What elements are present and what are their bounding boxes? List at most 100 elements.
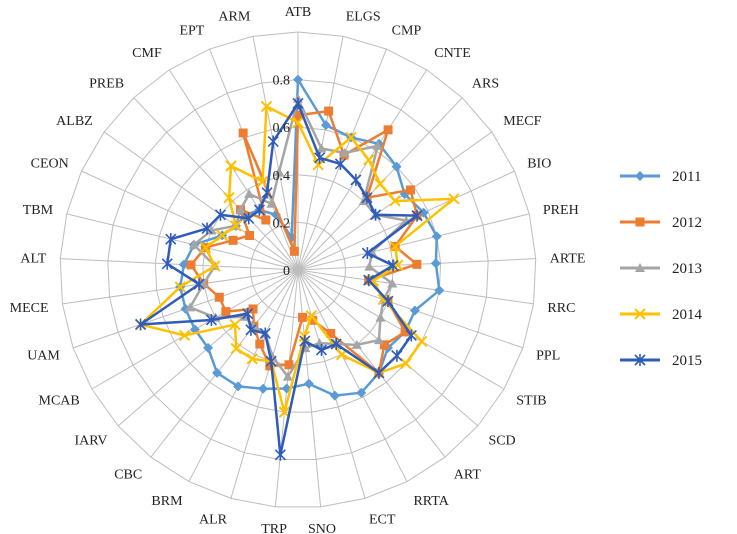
point-2015-BIO: [411, 209, 423, 222]
category-label-TRP: TRP: [261, 522, 287, 534]
legend-item-2014: 2014: [620, 307, 703, 323]
point-2014-ALT: [209, 260, 221, 272]
category-label-MECF: MECF: [503, 114, 541, 129]
category-label-CNTE: CNTE: [434, 46, 471, 61]
point-2015-PPL: [382, 295, 394, 308]
grid-ring-0: [249, 221, 347, 318]
spoke-CEON: [81, 170, 299, 271]
point-2013-ART: [351, 339, 362, 349]
category-label-ECT: ECT: [369, 513, 396, 528]
radial-ticks: 0 0.2 0.4 0.6 0.8: [273, 74, 291, 279]
point-2011-ELGS: [320, 120, 331, 131]
legend-label: 2015: [672, 353, 702, 369]
point-2014-BIO: [448, 193, 460, 205]
category-label-UAM: UAM: [27, 349, 60, 364]
spoke-BRM: [188, 269, 299, 482]
point-2012-SCD: [379, 340, 389, 350]
category-label-MECE: MECE: [10, 301, 49, 316]
category-label-ATB: ATB: [285, 5, 311, 20]
category-label-RRC: RRC: [547, 301, 575, 316]
spoke-TBM: [66, 213, 299, 271]
category-label-ARS: ARS: [472, 77, 499, 92]
point-2014-CBC: [230, 342, 242, 355]
point-2015-SNO: [299, 335, 311, 348]
category-label-BIO: BIO: [527, 156, 551, 171]
category-label-STIB: STIB: [516, 394, 546, 409]
point-2013-MECE: [198, 278, 209, 288]
point-2013-CNTE: [372, 140, 383, 150]
category-label-ELGS: ELGS: [346, 10, 381, 25]
point-2012-TRP: [284, 360, 294, 370]
point-2014-CEON: [216, 229, 228, 242]
category-label-SNO: SNO: [308, 522, 336, 534]
point-2011-RRC: [434, 285, 445, 296]
point-2014-CMF: [225, 160, 237, 172]
grid-ring-4: [59, 31, 537, 508]
point-2014-ECT: [305, 309, 318, 322]
point-2013-TRP: [282, 371, 293, 381]
point-2013-EPT: [266, 198, 277, 208]
point-2012-MCAB: [221, 307, 231, 317]
category-label-IARV: IARV: [74, 434, 107, 449]
point-2015-CBC: [245, 323, 257, 336]
point-2015-PREB: [243, 212, 255, 225]
tick-label: 0.8: [273, 74, 291, 89]
point-2015-STIB: [405, 329, 417, 342]
point-2014-SCD: [400, 357, 412, 370]
series-line-2015: [139, 102, 419, 457]
category-label-PPL: PPL: [536, 349, 560, 364]
point-2012-ALR: [265, 361, 275, 371]
spoke-PREB: [133, 97, 299, 271]
point-2015-ART: [373, 366, 385, 379]
point-2015-UAM: [134, 318, 147, 331]
point-2014-MCAB: [178, 329, 191, 342]
point-2014-BRM: [246, 353, 258, 365]
category-label-ALT: ALT: [20, 252, 46, 267]
point-2015-CNTE: [350, 173, 362, 186]
legend-item-2012: 2012: [620, 215, 702, 231]
point-2015-IARV: [242, 307, 254, 320]
point-2011-ALR: [258, 383, 269, 394]
point-2012-ELGS: [324, 106, 334, 116]
spoke-ART: [297, 269, 446, 458]
point-2012-ECT: [308, 315, 318, 325]
point-2012-ARM: [289, 246, 299, 256]
point-2011-BRM: [233, 381, 244, 392]
spoke-RRC: [297, 269, 534, 305]
category-label-ART: ART: [454, 468, 482, 483]
point-2015-EPT: [261, 186, 273, 199]
point-2011-ECT: [329, 390, 340, 401]
legend-item-2011: 2011: [620, 169, 701, 185]
point-2012-IARV: [248, 304, 258, 314]
point-2015-MCAB: [205, 313, 217, 326]
category-label-RRTA: RRTA: [413, 494, 449, 509]
category-label-SCD: SCD: [488, 434, 515, 449]
point-2011-SNO: [303, 378, 314, 389]
category-label-PREH: PREH: [543, 203, 579, 218]
spoke-ALR: [230, 269, 299, 499]
point-2015-SCD: [391, 349, 403, 362]
point-2011-PPL: [409, 305, 420, 316]
point-2013-CMP: [339, 147, 350, 157]
point-2013-SCD: [373, 335, 384, 345]
point-2013-TBM: [188, 239, 199, 249]
legend-label: 2011: [672, 169, 701, 185]
point-2013-UAM: [185, 302, 196, 312]
point-2014-ALBZ: [230, 220, 242, 232]
spoke-CNTE: [297, 69, 428, 271]
grid-ring-3: [107, 79, 489, 461]
spoke-ALBZ: [103, 131, 299, 271]
category-label-ARM: ARM: [218, 10, 250, 25]
legend-label: 2014: [672, 307, 703, 323]
point-2015-CMF: [253, 203, 265, 216]
point-2015-RRTA: [330, 338, 342, 351]
spoke-ECT: [297, 269, 366, 499]
tick-label: 0.2: [273, 216, 291, 231]
category-label-TBM: TBM: [23, 203, 54, 218]
spoke-ARM: [252, 36, 299, 271]
point-2012-STIB: [400, 327, 410, 337]
point-2015-MECF: [369, 208, 382, 221]
point-2014-TBM: [199, 241, 212, 254]
point-2014-ATB: [292, 116, 304, 129]
